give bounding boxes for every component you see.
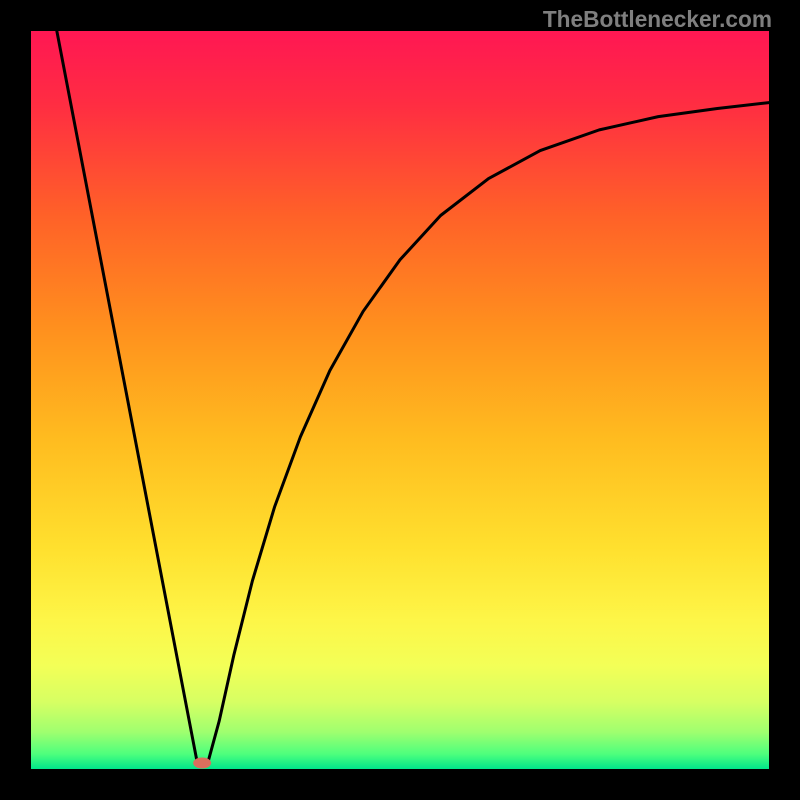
optimum-marker bbox=[193, 758, 211, 769]
bottleneck-curve bbox=[31, 31, 769, 769]
plot-area bbox=[31, 31, 769, 769]
watermark-text: TheBottlenecker.com bbox=[543, 6, 772, 33]
chart-container: { "chart": { "type": "line", "width_px":… bbox=[0, 0, 800, 800]
curve-path bbox=[57, 31, 769, 762]
